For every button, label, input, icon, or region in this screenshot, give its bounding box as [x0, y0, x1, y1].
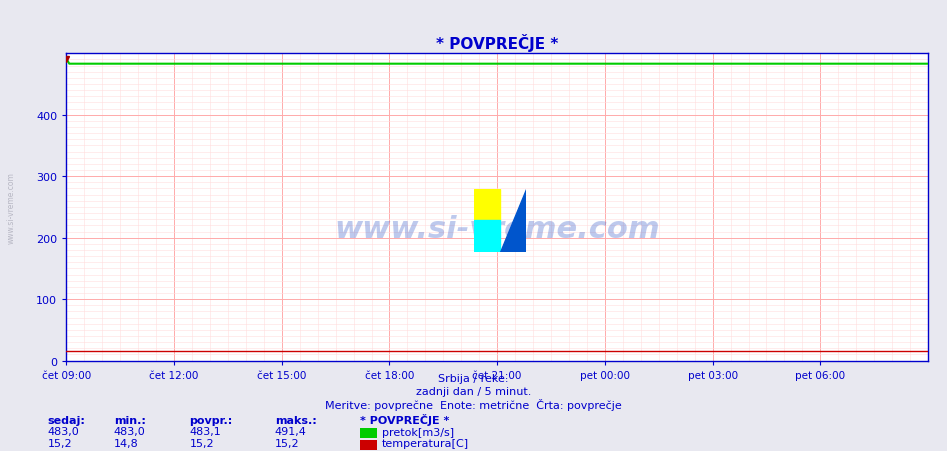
Text: 491,4: 491,4: [275, 426, 307, 436]
Title: * POVPREČJE *: * POVPREČJE *: [436, 34, 559, 51]
Text: 15,2: 15,2: [47, 437, 72, 447]
Text: temperatura[C]: temperatura[C]: [382, 438, 469, 448]
Text: zadnji dan / 5 minut.: zadnji dan / 5 minut.: [416, 387, 531, 396]
Text: sedaj:: sedaj:: [47, 415, 85, 425]
Text: Meritve: povprečne  Enote: metrične  Črta: povprečje: Meritve: povprečne Enote: metrične Črta:…: [325, 398, 622, 410]
Text: 483,1: 483,1: [189, 426, 222, 436]
Text: 15,2: 15,2: [189, 437, 214, 447]
Text: 14,8: 14,8: [114, 437, 138, 447]
Text: * POVPREČJE *: * POVPREČJE *: [360, 413, 449, 425]
Text: povpr.:: povpr.:: [189, 415, 233, 425]
Bar: [474, 221, 500, 253]
Text: pretok[m3/s]: pretok[m3/s]: [382, 427, 454, 437]
Text: Srbija / reke.: Srbija / reke.: [438, 373, 509, 383]
Text: 483,0: 483,0: [47, 426, 80, 436]
Polygon shape: [500, 189, 526, 253]
Bar: [474, 189, 500, 221]
Text: 15,2: 15,2: [275, 437, 299, 447]
Text: maks.:: maks.:: [275, 415, 316, 425]
Text: www.si-vreme.com: www.si-vreme.com: [334, 215, 660, 244]
Text: min.:: min.:: [114, 415, 146, 425]
Text: 483,0: 483,0: [114, 426, 146, 436]
Text: www.si-vreme.com: www.si-vreme.com: [7, 171, 16, 244]
